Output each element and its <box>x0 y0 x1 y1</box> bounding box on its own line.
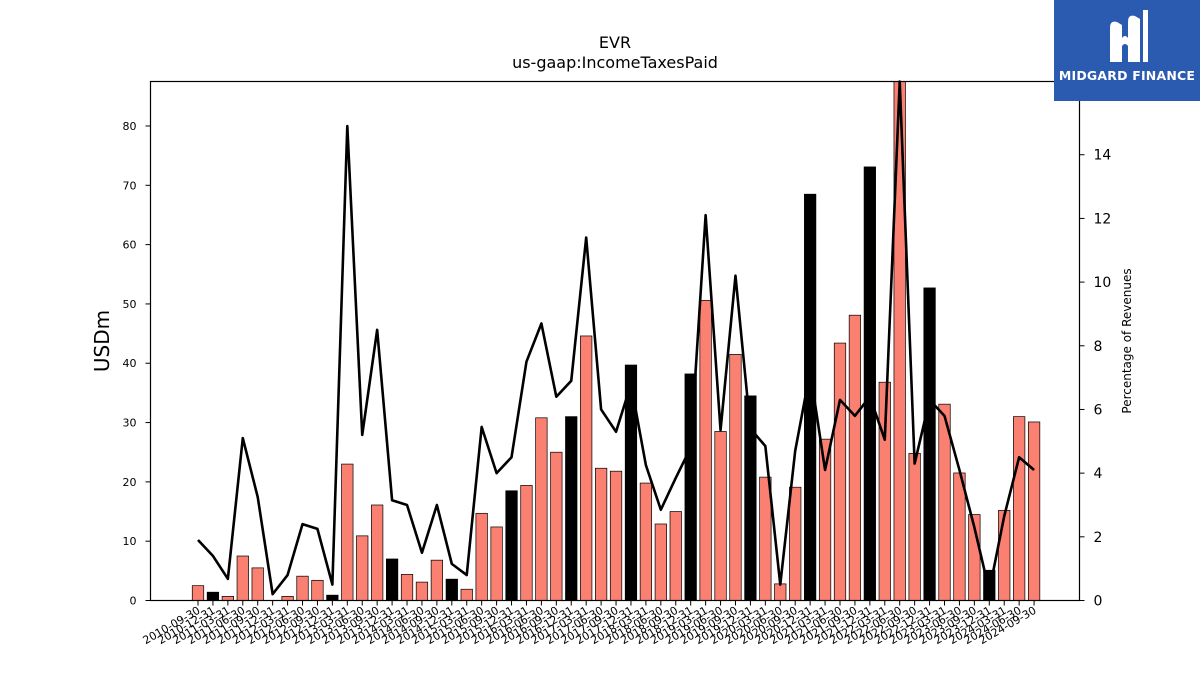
bar-2014-03-31 <box>400 574 414 601</box>
y2tick-label: 12 <box>1094 211 1112 227</box>
y2tick-label: 4 <box>1094 466 1103 482</box>
bar-2020-09-30 <box>789 486 802 601</box>
bar-2015-09-30 <box>490 526 503 601</box>
bar-2016-12-31 <box>565 416 578 601</box>
bar-2011-03-31 <box>221 595 234 601</box>
bar-2021-12-31 <box>863 166 876 601</box>
bar-2012-12-31 <box>326 594 339 601</box>
bar-2024-03-31 <box>998 509 1011 601</box>
bar-2012-03-31 <box>281 595 294 601</box>
y2tick-label: 10 <box>1094 275 1112 291</box>
bar-2019-09-30 <box>729 354 742 601</box>
bar-2013-12-31 <box>385 558 399 601</box>
y2tick-label: 14 <box>1094 148 1112 164</box>
bar-2020-06-30 <box>774 583 787 601</box>
bar-2016-03-31 <box>520 485 533 601</box>
left-axis-ticks: 0 10 20 30 40 50 60 70 80 <box>123 120 151 608</box>
bar-2017-06-30 <box>595 467 608 601</box>
bar-2024-09-30 <box>1027 421 1041 601</box>
bars-group <box>191 81 1041 601</box>
bar-2018-03-31 <box>639 482 653 601</box>
bar-2014-06-30 <box>415 581 429 601</box>
bar-2015-12-31 <box>505 490 518 601</box>
y2tick-label: 2 <box>1094 530 1103 546</box>
bar-2021-06-30 <box>833 342 847 601</box>
bar-2016-06-30 <box>535 417 548 601</box>
bar-2012-06-30 <box>296 575 309 601</box>
ytick-label: 60 <box>123 239 137 252</box>
ytick-label: 0 <box>130 595 137 608</box>
bar-2015-06-30 <box>475 512 488 601</box>
bar-2019-03-31 <box>699 300 712 601</box>
bar-2023-06-30 <box>953 472 966 601</box>
y2tick-label: 8 <box>1094 339 1103 355</box>
bar-2017-03-31 <box>580 335 593 601</box>
bar-2013-06-30 <box>356 535 369 601</box>
ytick-label: 40 <box>123 357 137 370</box>
chart-subtitle: us-gaap:IncomeTaxesPaid <box>512 53 718 72</box>
x-axis-ticks: 2010-09-302010-12-312011-03-312011-06-30… <box>141 600 1039 647</box>
y2-axis-label: Percentage of Revenues <box>1120 268 1134 413</box>
right-axis-ticks: 0246810121416 <box>1079 84 1112 610</box>
ytick-label: 50 <box>123 298 137 311</box>
bar-2014-12-31 <box>445 578 458 601</box>
bar-2013-03-31 <box>341 463 354 601</box>
bar-2010-12-31 <box>206 591 220 601</box>
logo-mark-icon <box>1110 10 1148 63</box>
bar-2018-09-30 <box>669 511 682 601</box>
bar-2024-06-30 <box>1013 416 1026 601</box>
y-axis-label: USDm <box>90 310 114 372</box>
chart-title: EVR <box>599 33 631 52</box>
bar-2022-09-30 <box>908 453 921 601</box>
bar-2010-09-30 <box>191 585 205 601</box>
bar-2011-09-30 <box>251 567 264 601</box>
ytick-label: 70 <box>123 179 137 192</box>
bar-2020-03-31 <box>759 476 772 601</box>
ytick-label: 80 <box>123 120 137 133</box>
bar-2014-09-30 <box>430 559 443 601</box>
bar-2018-12-31 <box>684 373 697 601</box>
y2tick-label: 0 <box>1094 594 1103 610</box>
plot-frame <box>149 80 1081 602</box>
ytick-label: 20 <box>123 476 137 489</box>
percentage-line <box>197 80 1035 596</box>
ytick-label: 30 <box>123 417 137 430</box>
bar-2013-09-30 <box>371 504 384 601</box>
bar-2015-03-31 <box>460 588 473 601</box>
bar-2022-12-31 <box>923 287 936 601</box>
bar-2019-06-30 <box>714 431 727 601</box>
bar-2021-09-30 <box>848 314 862 601</box>
bar-2018-06-30 <box>654 523 667 601</box>
brand-logo: MIDGARD FINANCE <box>1054 0 1200 101</box>
bar-2011-06-30 <box>236 555 249 601</box>
bar-2016-09-30 <box>550 451 563 601</box>
ytick-label: 10 <box>123 535 137 548</box>
logo-text: MIDGARD FINANCE <box>1058 68 1196 83</box>
y2tick-label: 6 <box>1094 402 1103 418</box>
bar-2012-09-30 <box>311 579 324 601</box>
bar-2017-09-30 <box>609 470 623 601</box>
